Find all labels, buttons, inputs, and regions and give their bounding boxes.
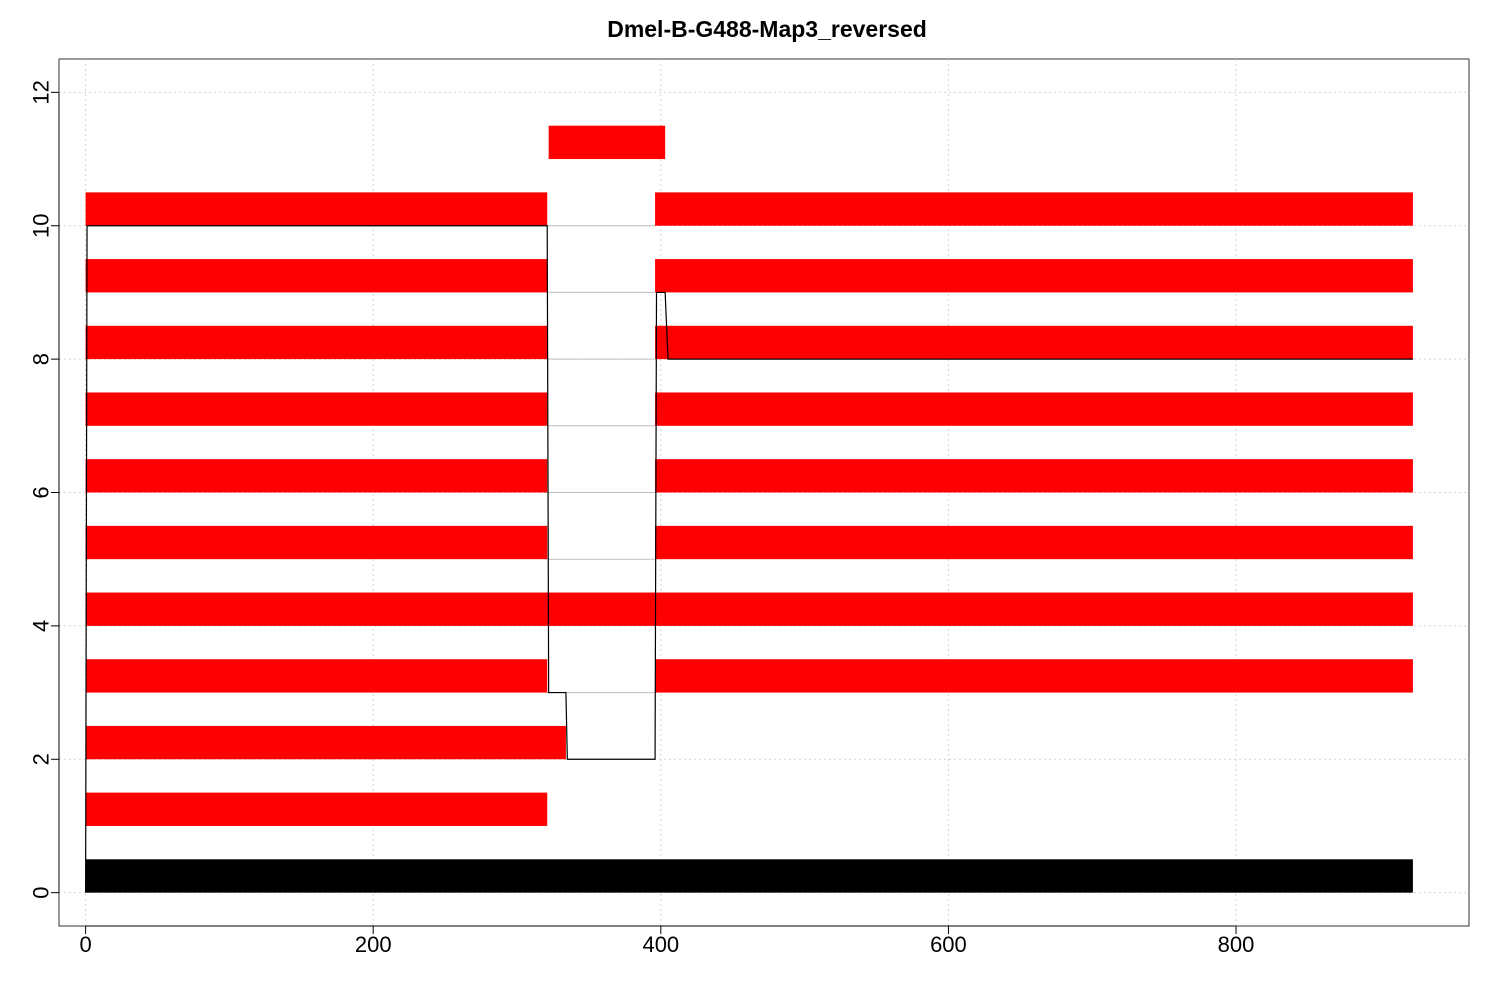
y-tick-label: 4 bbox=[29, 620, 54, 632]
read-bar bbox=[655, 192, 1413, 226]
x-tick-label: 600 bbox=[930, 932, 967, 957]
y-tick-label: 10 bbox=[29, 213, 54, 237]
read-bar bbox=[85, 392, 548, 426]
coverage-line-layer bbox=[85, 225, 1413, 893]
read-bar bbox=[85, 592, 1413, 626]
read-bar bbox=[655, 325, 1413, 360]
read-bar bbox=[85, 792, 548, 826]
chart-title: Dmel-B-G488-Map3_reversed bbox=[607, 16, 927, 42]
axes: 0 200 400 600 800 0 2 4 6 8 10 12 bbox=[29, 80, 1255, 957]
read-bar bbox=[85, 325, 548, 360]
read-bar bbox=[85, 259, 548, 293]
read-bar bbox=[85, 192, 548, 226]
x-tick-label: 400 bbox=[642, 932, 679, 957]
read-bar bbox=[655, 659, 1413, 693]
read-bar bbox=[655, 525, 1413, 560]
read-bar bbox=[655, 259, 1413, 293]
x-tick-label: 0 bbox=[79, 932, 91, 957]
read-bar bbox=[85, 525, 548, 560]
read-bar bbox=[655, 392, 1413, 426]
y-tick-label: 2 bbox=[29, 753, 54, 765]
y-tick-label: 12 bbox=[29, 80, 54, 104]
read-bar bbox=[85, 659, 548, 693]
read-bar bbox=[85, 459, 548, 493]
x-tick-label: 200 bbox=[355, 932, 392, 957]
x-tick-label: 800 bbox=[1218, 932, 1255, 957]
read-bars bbox=[85, 125, 1413, 893]
y-tick-label: 6 bbox=[29, 486, 54, 498]
read-bar bbox=[655, 459, 1413, 493]
y-tick-label: 0 bbox=[29, 887, 54, 899]
y-tick-label: 8 bbox=[29, 353, 54, 365]
coverage-line bbox=[85, 225, 1413, 893]
reference-bar bbox=[85, 859, 1413, 893]
read-bar bbox=[85, 725, 566, 760]
read-bar bbox=[548, 125, 666, 160]
